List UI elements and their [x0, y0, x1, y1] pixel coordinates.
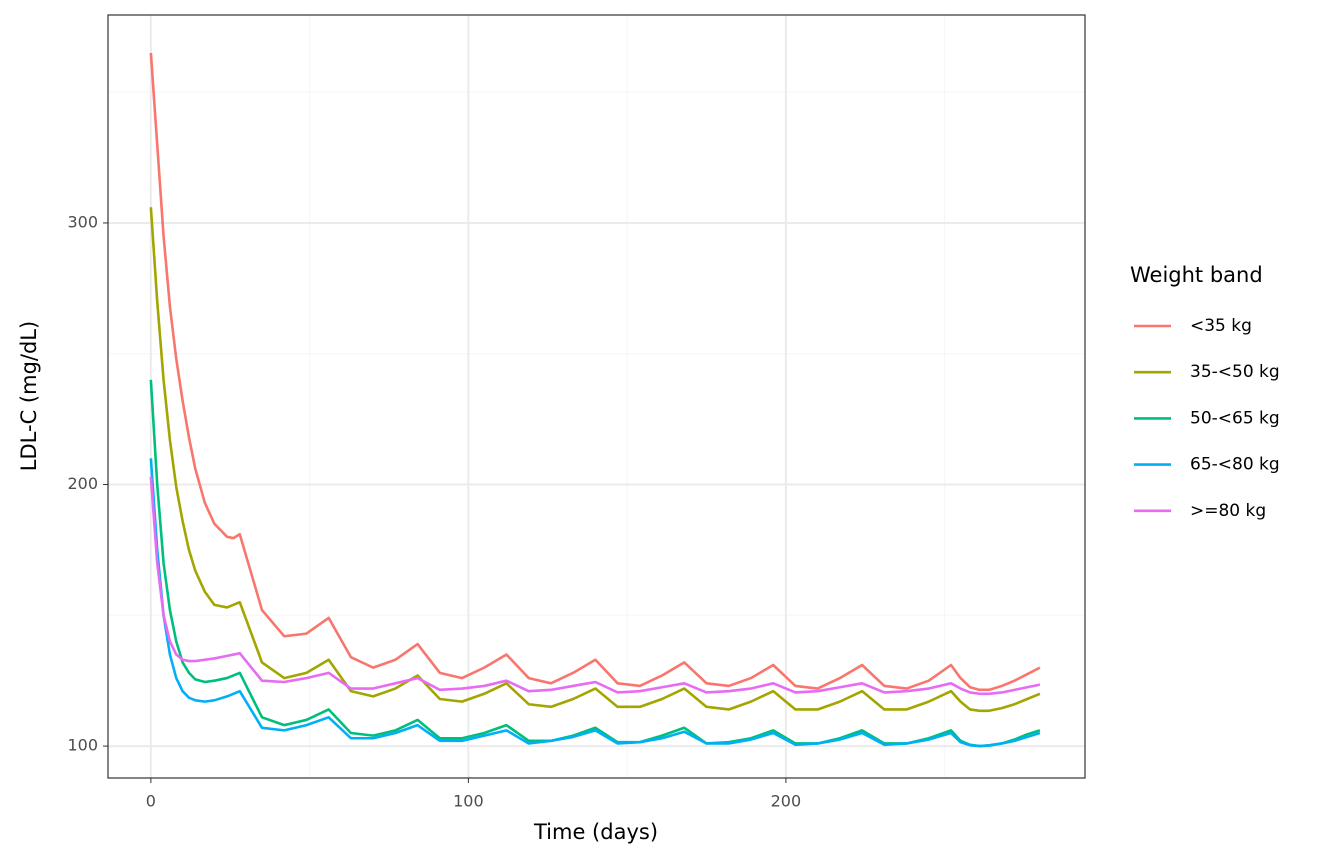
y-tick-label: 100: [67, 736, 98, 755]
x-tick-label: 0: [146, 792, 156, 811]
legend-title: Weight band: [1130, 263, 1263, 287]
series-line: [149, 207, 1041, 713]
y-tick-label: 200: [67, 474, 98, 493]
panel-border: [107, 14, 1086, 779]
series-line: [149, 476, 1041, 696]
legend-label: 35-<50 kg: [1190, 362, 1280, 382]
legend-label: >=80 kg: [1190, 501, 1266, 521]
y-axis-title: LDL-C (mg/dL): [17, 321, 41, 471]
legend-label: 50-<65 kg: [1190, 408, 1280, 428]
legend-label: <35 kg: [1190, 316, 1252, 336]
x-tick-label: 200: [771, 792, 802, 811]
series-line: [149, 458, 1041, 748]
y-tick-label: 300: [67, 212, 98, 231]
series-line: [149, 52, 1041, 692]
legend-label: 65-<80 kg: [1190, 455, 1280, 475]
x-axis-title: Time (days): [533, 820, 658, 844]
x-tick-label: 100: [453, 792, 484, 811]
